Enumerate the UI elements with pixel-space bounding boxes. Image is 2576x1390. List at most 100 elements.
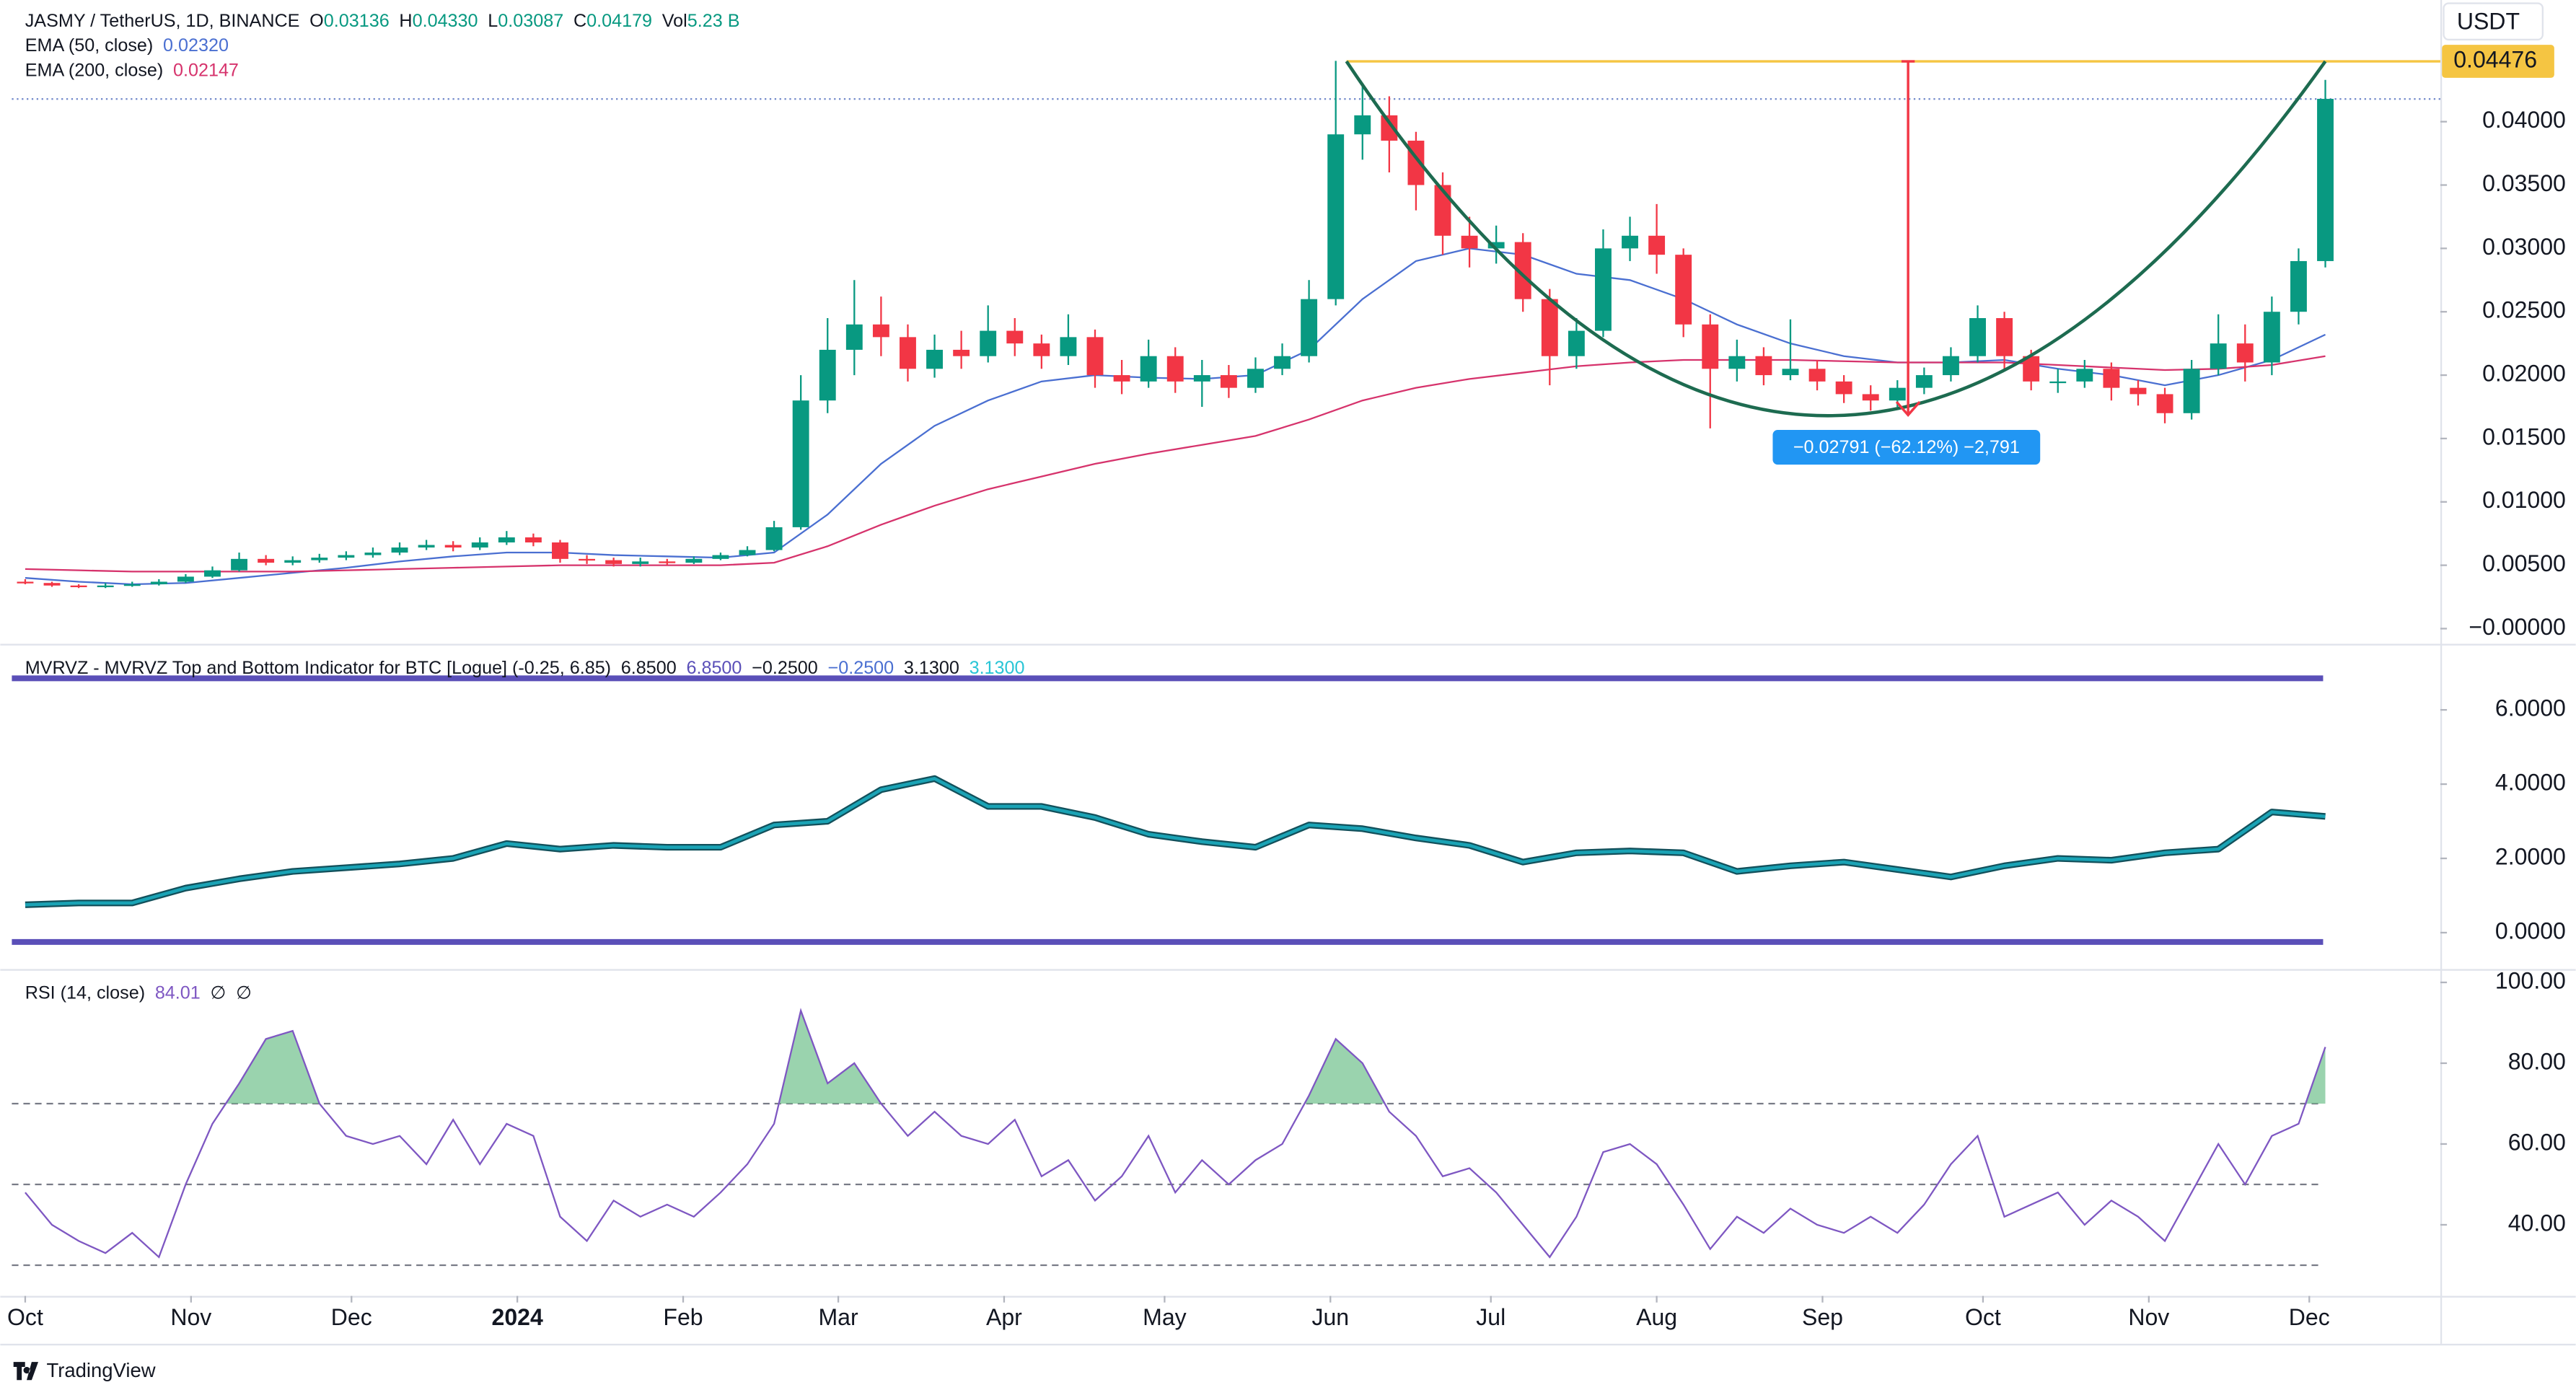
ohlc-value: 0.03087 [498,10,563,30]
candle-body [2210,343,2227,369]
candle-body [1487,242,1505,249]
legend-value: 0.02147 [173,60,239,80]
brand-logo: TradingView [13,1359,156,1381]
ema-legend: EMA (50, close) 0.02320 [25,35,229,56]
y-tick-label: 60.00 [2508,1129,2566,1155]
candle-body [123,584,141,586]
candle-body [17,581,34,584]
plot-layer: 0.04000 0.03500 0.03000 0.02500 0.02000 0.015… [7,45,2566,1330]
y-tick-label: 0.00500 [2482,550,2566,576]
candle-body [471,542,488,548]
candle-body [685,558,703,563]
legend-value: 3.1300 [904,658,959,678]
ohlc-key: H [399,10,412,30]
candle-body [579,558,595,561]
candle-body [1862,394,1879,401]
legend-value: −0.2500 [752,658,818,678]
y-tick-label: 40.00 [2508,1210,2566,1236]
x-tick-label: May [1143,1304,1187,1330]
ohlc-value: 5.23 B [687,10,740,30]
candle-body [845,324,863,350]
pane-borders [0,0,2576,1346]
overbought-fill [25,1011,2326,1104]
candle-body [792,400,809,527]
legend-value: 6.8500 [686,658,742,678]
candle-body [311,558,328,560]
ohlc-key: Vol [662,10,687,30]
y-tick-label: 0.03500 [2482,170,2566,196]
candle-body [338,555,355,558]
legend-value: 6.8500 [621,658,677,678]
brand-name: TradingView [46,1359,155,1381]
x-tick-label: Nov [2128,1304,2169,1330]
candle-body [1166,356,1184,382]
y-tick-label: 0.04000 [2482,107,2566,133]
candle-body [1755,356,1772,376]
x-tick-label: Feb [663,1304,703,1330]
y-tick-label: 0.02000 [2482,361,2566,387]
candle-body [872,324,889,338]
candle-body [1381,115,1398,141]
legend-value: ∅ [236,982,252,1003]
candle-body [231,558,248,571]
y-tick-label: 2.0000 [2495,843,2566,869]
candle-body [2103,369,2120,388]
ohlc-key: O [309,10,324,30]
candle-body [524,537,542,542]
level-label: 0.04476 [2453,47,2537,73]
rsi-line [25,1008,2326,1259]
candle-body [1060,337,1077,356]
candle-body [980,330,997,356]
candle-body [552,542,568,559]
x-tick-label: Mar [818,1304,858,1330]
candle-body [1889,387,1906,401]
currency-box[interactable] [2443,2,2544,41]
candle-body [1568,330,1585,356]
candle-body [1595,248,1612,331]
measure-label: −0.02791 (−62.12%) −2,791 [1793,437,2020,457]
x-tick-label: Dec [2289,1304,2330,1330]
mvrvz-outline [25,775,2326,908]
ohlc-value: 0.03136 [324,10,390,30]
legend-value: 0.02320 [163,35,229,56]
symbol-legend: JASMY / TetherUS, 1D, BINANCE O0.03136 H0.… [25,10,740,30]
y-tick-label: 0.01000 [2482,487,2566,513]
candle-body [258,558,275,563]
x-tick-label: 2024 [492,1304,543,1330]
ema-legend: EMA (200, close) 0.02147 [25,60,239,80]
candle-body [284,560,302,563]
arrow-head [1895,400,1921,418]
candle-body [1782,369,1799,376]
x-tick-label: Oct [1965,1304,2001,1330]
y-tick-label: 0.03000 [2482,234,2566,260]
candle-body [1622,235,1638,249]
symbol: JASMY / TetherUS, 1D, BINANCE [25,10,300,30]
ohlc-value: 0.04330 [413,10,478,30]
mvrvz-legend: MVRVZ - MVRVZ Top and Bottom Indicator f… [25,658,1025,678]
y-tick-label: −0.00000 [2469,614,2565,640]
candle-body [1461,235,1478,249]
candle-body [1220,375,1237,388]
candle-body [2076,369,2093,382]
legend-name: RSI (14, close) [25,982,145,1003]
legend-value: ∅ [211,982,227,1003]
candle-body [1327,134,1345,299]
candle-body [819,349,836,401]
legend-value: −0.2500 [828,658,894,678]
cup-curve [1345,60,2327,418]
legend-value: 3.1300 [970,658,1025,678]
candle-body [391,547,408,553]
ema-line [25,247,2326,586]
level-tag [2442,45,2554,78]
candle-body [1301,299,1318,356]
candle-body [1835,381,1852,395]
candle-body [1969,318,1986,356]
currency[interactable]: USDT [2457,9,2520,35]
mvrvz-line [25,777,2326,907]
candle-body [900,337,916,369]
x-tick-label: Aug [1636,1304,1677,1330]
ema-line [25,355,2326,573]
ohlc-key: L [488,10,498,30]
candle-body [1033,343,1050,356]
